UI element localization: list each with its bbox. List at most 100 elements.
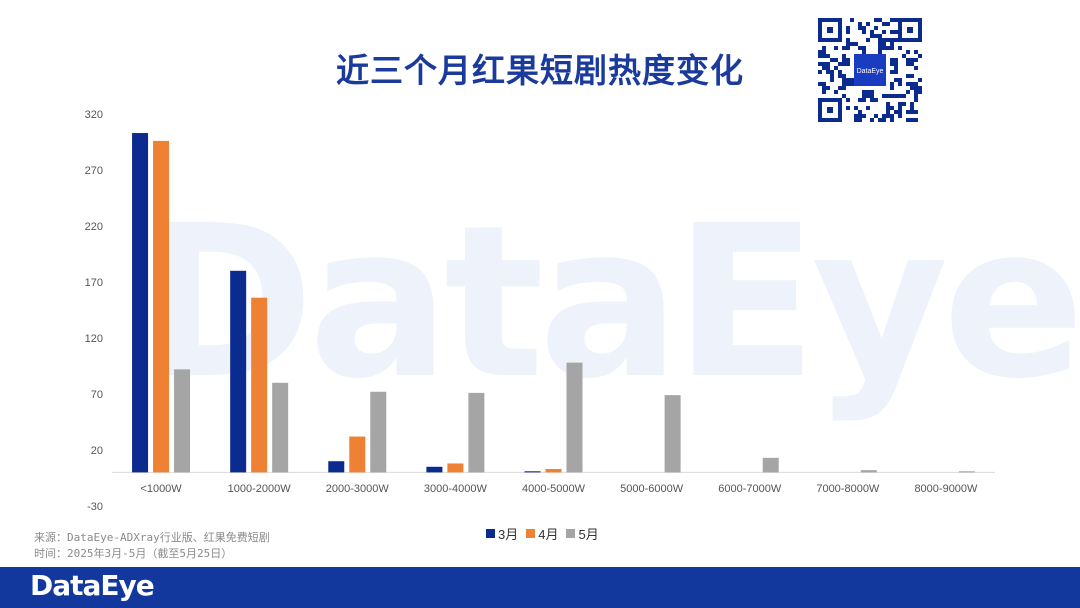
legend-label: 5月 (578, 527, 599, 542)
qr-module (914, 66, 918, 70)
qr-module (882, 22, 886, 26)
qr-module (822, 66, 826, 70)
qr-module (882, 94, 886, 98)
qr-module (822, 90, 826, 94)
qr-module (866, 94, 870, 98)
bar (349, 436, 366, 473)
qr-module (882, 38, 886, 42)
qr-module (870, 98, 874, 102)
bar (664, 395, 681, 473)
qr-module (842, 62, 846, 66)
qr-module (842, 74, 846, 78)
bar (566, 362, 583, 473)
y-tick-label: 170 (85, 277, 103, 289)
y-tick-label: 120 (85, 333, 103, 345)
qr-module (862, 94, 866, 98)
qr-module (862, 46, 866, 50)
qr-module (906, 110, 910, 114)
qr-module (846, 58, 850, 62)
qr-module (822, 54, 826, 58)
qr-module (906, 90, 910, 94)
qr-module (858, 114, 862, 118)
qr-module (842, 82, 846, 86)
qr-module (906, 58, 910, 62)
x-tick-label: 3000-4000W (424, 483, 488, 495)
qr-module (850, 82, 854, 86)
qr-module (914, 58, 918, 62)
qr-module (874, 26, 878, 30)
qr-module (910, 118, 914, 122)
y-tick-label: 70 (91, 389, 103, 401)
qr-module (866, 90, 870, 94)
qr-module (846, 98, 850, 102)
legend-swatch (486, 529, 495, 538)
qr-module (906, 74, 910, 78)
qr-module (894, 94, 898, 98)
qr-module (846, 30, 850, 34)
qr-code[interactable]: DataEye (818, 18, 922, 122)
qr-module (830, 70, 834, 74)
qr-module (846, 42, 850, 46)
qr-module (906, 118, 910, 122)
bar (426, 466, 443, 473)
qr-module (822, 46, 826, 50)
qr-module (890, 42, 894, 46)
footer-logo: DataEye (30, 569, 155, 602)
qr-module (818, 54, 822, 58)
qr-module (850, 18, 854, 22)
qr-module (838, 74, 842, 78)
qr-module (882, 30, 886, 34)
qr-module (846, 106, 850, 110)
y-tick-label: 220 (85, 221, 103, 233)
qr-module (878, 38, 882, 42)
qr-module (846, 38, 850, 42)
qr-module (854, 106, 858, 110)
qr-module (894, 38, 898, 42)
qr-module (874, 98, 878, 102)
qr-module (894, 62, 898, 66)
qr-module (906, 82, 910, 86)
qr-module (882, 118, 886, 122)
qr-module (842, 46, 846, 50)
qr-module (914, 90, 918, 94)
qr-module (906, 62, 910, 66)
qr-module (854, 114, 858, 118)
y-tick-label: 20 (91, 445, 103, 457)
qr-module (894, 30, 898, 34)
qr-module (826, 70, 830, 74)
y-tick-label: 270 (85, 165, 103, 177)
qr-module (910, 74, 914, 78)
qr-module (878, 118, 882, 122)
qr-module (906, 50, 910, 54)
qr-module (894, 18, 898, 22)
qr-module (846, 78, 850, 82)
qr-module (890, 118, 894, 122)
qr-module (838, 62, 842, 66)
qr-module (918, 78, 922, 82)
qr-module (870, 118, 874, 122)
qr-module (870, 34, 874, 38)
qr-module (830, 58, 834, 62)
x-tick-label: 1000-2000W (228, 483, 292, 495)
bar (272, 382, 289, 473)
bar (328, 461, 345, 473)
qr-module (842, 94, 846, 98)
legend-item-april: 4月 (526, 524, 558, 543)
qr-module (910, 110, 914, 114)
qr-module (822, 62, 826, 66)
qr-module (862, 30, 866, 34)
qr-module (886, 46, 890, 50)
qr-module (822, 50, 826, 54)
legend-swatch (526, 529, 536, 538)
qr-module (818, 62, 822, 66)
qr-module (886, 114, 890, 118)
qr-module (882, 114, 886, 118)
qr-module (870, 94, 874, 98)
chart-title: 近三个月红果短剧热度变化 (336, 51, 744, 90)
qr-module (870, 30, 874, 34)
qr-module (830, 74, 834, 78)
qr-module (886, 94, 890, 98)
qr-module (878, 42, 882, 46)
qr-module (890, 86, 894, 90)
qr-module (830, 78, 834, 82)
